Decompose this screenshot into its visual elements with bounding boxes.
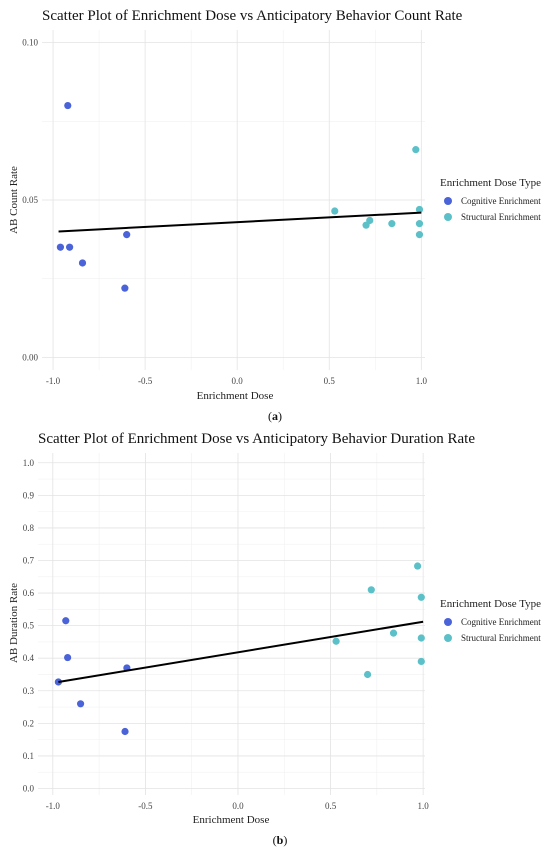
data-point-structural-enrichment [363,670,372,679]
x-tick-label: 1.0 [418,801,430,811]
legend-label-cognitive: Cognitive Enrichment [461,617,541,627]
legend-marker-structural [444,634,452,642]
x-tick-label: 0.0 [232,376,244,386]
y-tick-label: 0.9 [23,490,35,500]
data-point-cognitive-enrichment [56,243,65,251]
y-tick-label: 0.3 [23,686,35,696]
data-point-structural-enrichment [388,220,396,228]
legend: Enrichment Dose Type Cognitive Enrichmen… [440,598,541,643]
y-tick-label: 0.6 [23,588,35,598]
y-tick-label: 0.1 [23,751,34,761]
data-point-structural-enrichment [415,205,424,214]
x-axis-label: Enrichment Dose [197,390,274,402]
y-axis-label: AB Duration Rate [8,583,20,663]
x-tick-label: 1.0 [416,376,428,386]
data-point-structural-enrichment [415,231,424,239]
chart-title: Scatter Plot of Enrichment Dose vs Antic… [42,8,463,24]
y-tick-label: 0.10 [22,38,38,48]
grid [42,30,425,370]
data-point-cognitive-enrichment [121,727,129,736]
y-tick-label: 0.2 [23,718,34,728]
legend-label-structural: Structural Enrichment [461,633,541,643]
x-tick-label: -0.5 [138,801,153,811]
data-point-structural-enrichment [417,634,425,642]
chart-title: Scatter Plot of Enrichment Dose vs Antic… [38,431,475,447]
legend-label-structural: Structural Enrichment [461,212,541,222]
panel-label-a: (a) [268,409,282,423]
tick-labels: -1.0 -0.5 0.0 0.5 1.0 0.0 0.1 0.2 0.3 0.4 0.5 0.6 0.… [23,458,430,811]
y-tick-label: 0.0 [23,783,35,793]
y-axis-label: AB Count Rate [8,166,20,234]
x-tick-label: 0.0 [232,801,244,811]
trend-line [58,211,422,233]
data-point-structural-enrichment [389,629,398,637]
data-point-cognitive-enrichment [62,617,70,625]
data-point-structural-enrichment [366,216,374,225]
data-points [54,562,425,736]
y-tick-label: 0.05 [22,195,38,205]
panel-label-b: (b) [273,833,288,847]
data-point-structural-enrichment [367,586,375,594]
legend-title: Enrichment Dose Type [440,598,541,610]
data-point-cognitive-enrichment [121,284,129,292]
y-tick-label: 0.00 [22,352,38,362]
y-tick-label: 0.4 [23,653,35,663]
data-point-cognitive-enrichment [64,653,72,662]
y-tick-label: 0.5 [23,621,35,631]
data-points [56,101,424,292]
data-point-cognitive-enrichment [78,259,87,267]
y-tick-label: 0.7 [23,555,35,565]
data-point-structural-enrichment [412,146,420,154]
y-tick-label: 0.8 [23,523,35,533]
legend-marker-cognitive [444,197,452,205]
data-point-cognitive-enrichment [66,243,74,251]
data-point-structural-enrichment [332,637,340,645]
data-point-cognitive-enrichment [123,231,131,239]
data-point-structural-enrichment [417,593,425,601]
trend-line [58,620,424,683]
grid [38,453,425,795]
data-point-structural-enrichment [415,220,424,228]
x-tick-label: 0.5 [325,801,337,811]
data-point-structural-enrichment [413,562,422,570]
x-tick-label: 0.5 [324,376,336,386]
y-tick-label: 1.0 [23,458,35,468]
x-axis-label: Enrichment Dose [193,814,270,826]
legend-label-cognitive: Cognitive Enrichment [461,196,541,206]
panel-b: Scatter Plot of Enrichment Dose vs Antic… [8,431,541,847]
x-tick-label: -1.0 [46,376,61,386]
legend-title: Enrichment Dose Type [440,177,541,189]
legend-marker-structural [444,213,452,221]
legend-marker-cognitive [444,618,452,626]
tick-labels: -1.0 -0.5 0.0 0.5 1.0 0.00 0.05 0.10 [22,38,427,386]
data-point-structural-enrichment [417,657,425,666]
data-point-cognitive-enrichment [64,101,72,110]
panel-a: Scatter Plot of Enrichment Dose vs Antic… [8,8,541,423]
data-point-structural-enrichment [331,207,339,215]
x-tick-label: -1.0 [46,801,61,811]
legend: Enrichment Dose Type Cognitive Enrichmen… [440,177,541,222]
x-tick-label: -0.5 [138,376,153,386]
data-point-cognitive-enrichment [76,700,85,708]
